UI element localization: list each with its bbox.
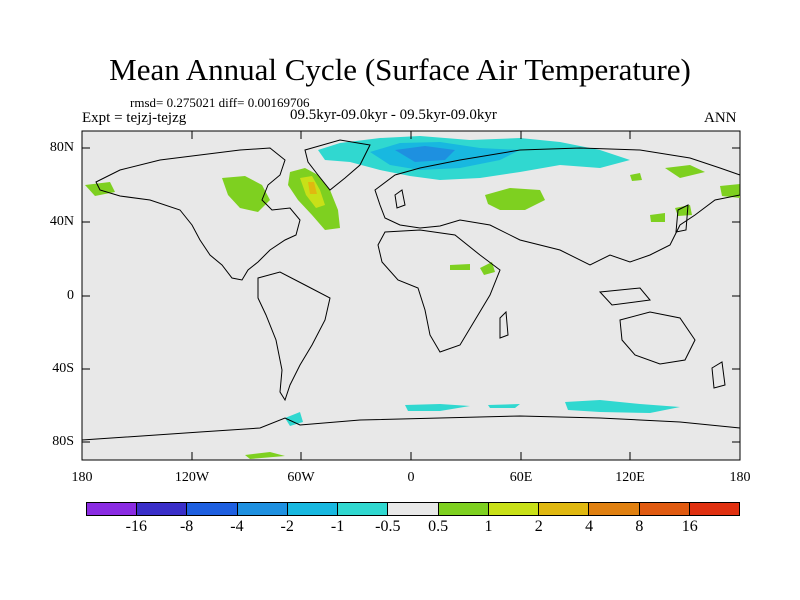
colorbar-segment xyxy=(539,503,590,515)
colorbar-label: 4 xyxy=(585,518,594,535)
africa-coast xyxy=(377,229,501,353)
colorbar-label: 0.5 xyxy=(428,518,449,535)
experiment-label: Expt = tejzj-tejzg xyxy=(82,110,187,126)
indonesia-coast xyxy=(598,287,651,306)
colorbar-label: 16 xyxy=(681,518,698,535)
lon-label-120w: 120W xyxy=(174,470,210,485)
colorbar xyxy=(86,502,740,516)
colorbar-label: 8 xyxy=(635,518,644,535)
axis-ticks xyxy=(82,131,740,460)
colorbar-segment xyxy=(488,503,540,515)
lon-label-60e: 60E xyxy=(509,470,533,485)
season-label: ANN xyxy=(704,110,737,126)
lat-label-80n: 80N xyxy=(49,140,74,155)
uk-coast xyxy=(394,189,406,209)
antarctic-peninsula-patch xyxy=(285,412,303,426)
colorbar-segment xyxy=(187,503,238,515)
atlantic-orange-patch xyxy=(308,182,317,194)
colorbar-label: -1 xyxy=(330,518,345,535)
eurasia-green-patch xyxy=(485,188,545,210)
colorbar-label: 1 xyxy=(484,518,493,535)
colorbar-segment xyxy=(137,503,188,515)
southern-cyan-patch-1 xyxy=(405,404,470,411)
australia-coast xyxy=(619,311,696,365)
africa-green-patch xyxy=(450,264,470,270)
new-zealand-coast xyxy=(711,361,726,389)
lat-label-0: 0 xyxy=(67,288,74,303)
antarctic-green-patch xyxy=(245,452,285,459)
antarctica-coast xyxy=(81,415,741,441)
lon-label-60w: 60W xyxy=(287,470,315,485)
siberia-green-patch xyxy=(665,165,705,178)
japan-coast xyxy=(675,204,689,233)
lat-label-40s: 40S xyxy=(52,361,74,376)
arabia-green-patch xyxy=(480,262,495,275)
north-america-coast xyxy=(95,147,301,281)
colorbar-label: -8 xyxy=(179,518,194,535)
south-america-coast xyxy=(257,271,331,402)
colorbar-segment xyxy=(388,503,439,515)
canada-green-patch xyxy=(222,176,270,212)
pacific-green-patch xyxy=(720,184,740,198)
small-green-patch xyxy=(630,173,642,181)
anomaly-patches xyxy=(85,136,740,459)
madagascar-coast xyxy=(499,310,509,339)
colorbar-label: -2 xyxy=(280,518,294,535)
colorbar-segment xyxy=(287,503,339,515)
colorbar-segment xyxy=(589,503,640,515)
lon-label-180w: 180 xyxy=(71,470,93,485)
greenland-coast xyxy=(304,139,371,191)
lon-label-0: 0 xyxy=(407,470,415,485)
lon-label-180e: 180 xyxy=(729,470,751,485)
colorbar-segment xyxy=(639,503,690,515)
colorbar-segment xyxy=(438,503,489,515)
southern-cyan-patch-2 xyxy=(565,400,680,413)
colorbar-label: -0.5 xyxy=(375,518,401,535)
arctic-blue-patch xyxy=(395,146,455,162)
map-title: Mean Annual Cycle (Surface Air Temperatu… xyxy=(109,52,691,87)
colorbar-segment xyxy=(237,503,288,515)
period-label: 09.5kyr-09.0kyr - 09.5kyr-09.0kyr xyxy=(290,107,497,123)
rmsd-diff-stats: rmsd= 0.275021 diff= 0.00169706 xyxy=(130,95,310,110)
colorbar-segment xyxy=(87,503,138,515)
lat-label-80s: 80S xyxy=(52,434,74,449)
colorbar-label: -16 xyxy=(125,518,147,535)
coastlines xyxy=(81,139,741,441)
eurasia-coast xyxy=(374,147,741,266)
southern-cyan-patch-3 xyxy=(488,404,520,408)
colorbar-label: -4 xyxy=(230,518,244,535)
lat-label-40n: 40N xyxy=(49,214,74,229)
lon-label-120e: 120E xyxy=(615,470,645,485)
colorbar-label: 2 xyxy=(534,518,543,535)
colorbar-segment xyxy=(689,503,740,515)
colorbar-segment xyxy=(338,503,389,515)
small-green-patch-2 xyxy=(650,213,665,222)
